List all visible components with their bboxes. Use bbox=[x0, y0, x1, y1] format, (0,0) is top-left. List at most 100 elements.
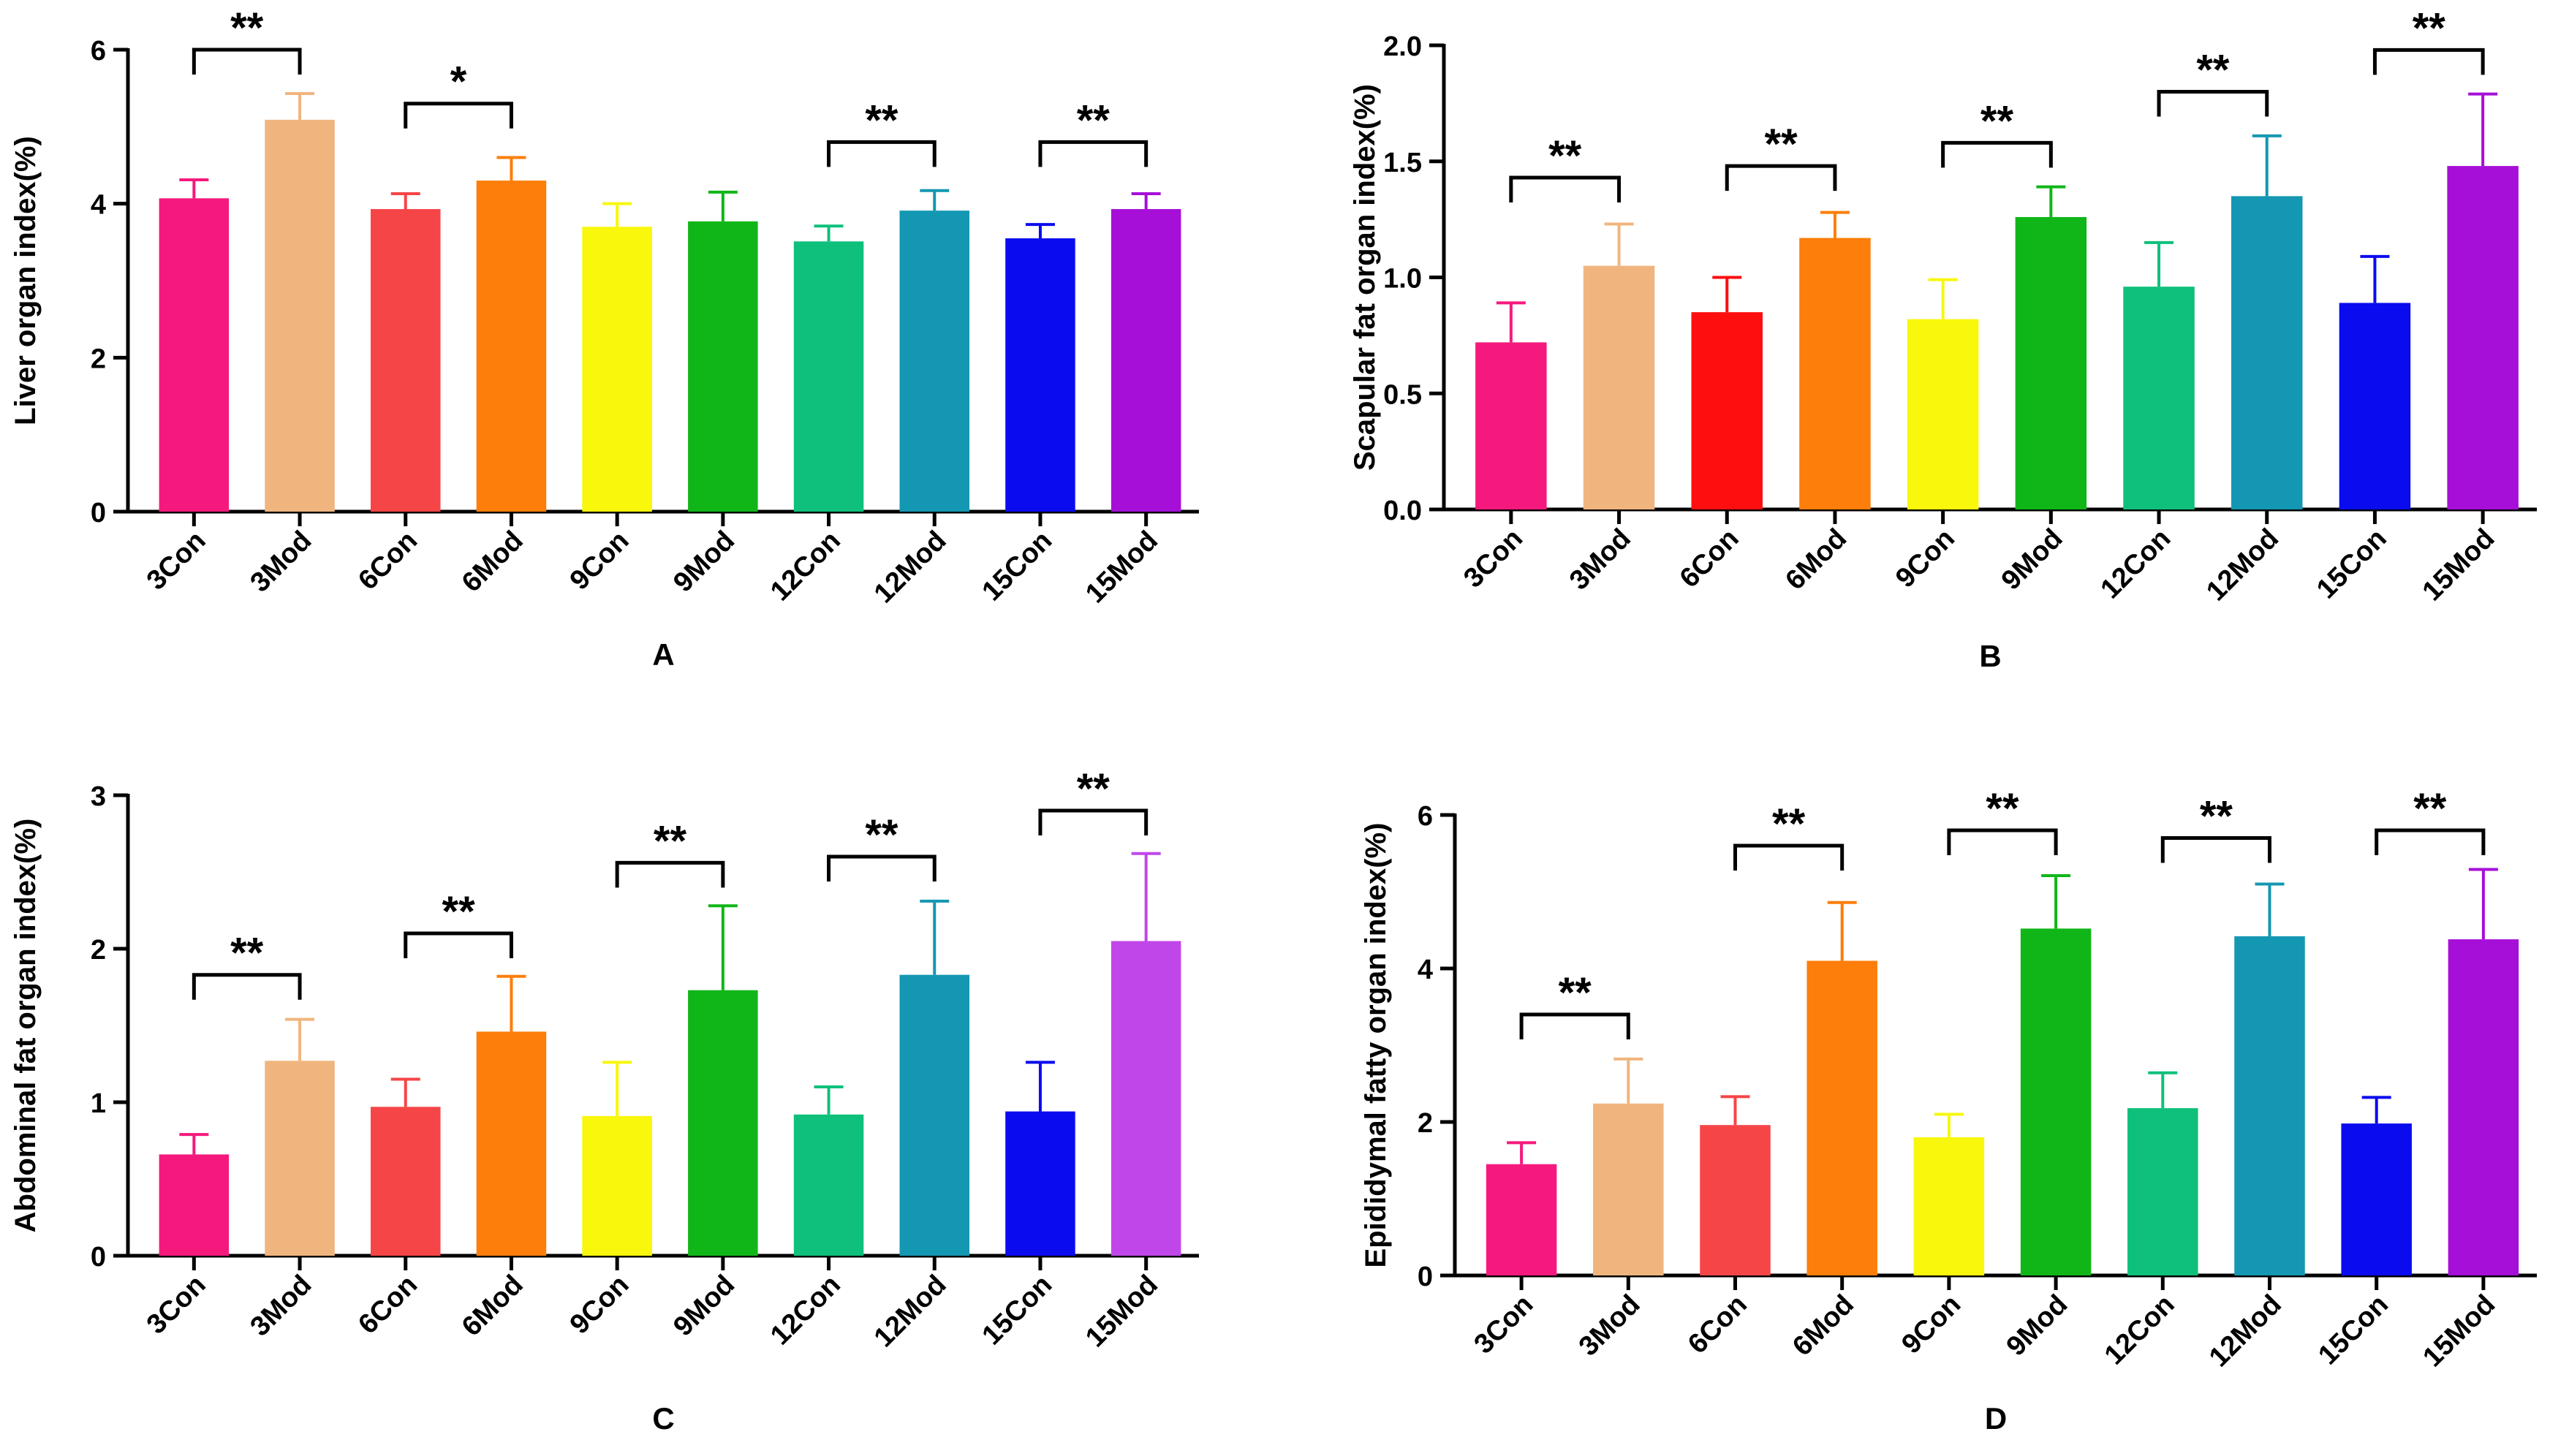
chart-a-x-tick-label: 6Con bbox=[352, 526, 423, 596]
chart-c-bar-15con[interactable] bbox=[1005, 1111, 1075, 1256]
chart-d-bar-6mod[interactable] bbox=[1806, 960, 1877, 1276]
chart-c-y-axis-title: Abdominal fat organ index(%) bbox=[10, 819, 42, 1233]
chart-c-significance-bracket bbox=[192, 973, 302, 1000]
chart-d-y-tick-label: 2 bbox=[1418, 1108, 1433, 1139]
chart-c-bar-12con[interactable] bbox=[793, 1114, 864, 1256]
chart-d-y-axis-title: Epididymal fatty organ index(%) bbox=[1360, 823, 1392, 1268]
chart-b-x-tick-label: 12Con bbox=[2095, 523, 2177, 605]
chart-b-bar-15con[interactable] bbox=[2339, 303, 2411, 509]
chart-b-bar-3con[interactable] bbox=[1475, 342, 1547, 509]
chart-d-y-tick-label: 4 bbox=[1418, 955, 1433, 985]
chart-a-x-tick-label: 3Mod bbox=[245, 526, 318, 599]
chart-b-x-tick-label: 6Mod bbox=[1779, 523, 1853, 596]
chart-a-x-tick-label: 6Mod bbox=[456, 526, 529, 599]
chart-d-significance-label: ** bbox=[2413, 785, 2447, 833]
chart-c-bar-12mod[interactable] bbox=[899, 974, 970, 1256]
chart-d-bar-3con[interactable] bbox=[1486, 1164, 1557, 1275]
chart-a-bar-12con[interactable] bbox=[793, 241, 864, 512]
chart-a-bar-3con[interactable] bbox=[159, 198, 230, 512]
chart-b-significance-label: ** bbox=[2413, 4, 2446, 52]
chart-d-significance-bracket bbox=[2160, 836, 2271, 863]
chart-d-significance-bracket bbox=[1947, 828, 2058, 855]
chart-c-y-tick-label: 0 bbox=[91, 1242, 106, 1273]
chart-d-bar-3mod[interactable] bbox=[1593, 1103, 1664, 1275]
chart-a-y-axis-title: Liver organ index(%) bbox=[10, 136, 42, 425]
chart-a-bar-9con[interactable] bbox=[582, 227, 652, 512]
chart-a-panel-label: A bbox=[652, 637, 674, 672]
chart-d-x-tick-label: 6Mod bbox=[1787, 1289, 1860, 1362]
chart-a-y-tick-label: 6 bbox=[91, 36, 106, 67]
chart-a-bar-6con[interactable] bbox=[370, 209, 441, 512]
chart-b-bar-12con[interactable] bbox=[2123, 287, 2195, 509]
chart-c-bar-3con[interactable] bbox=[159, 1154, 230, 1256]
chart-b-significance-bracket bbox=[1509, 175, 1622, 202]
chart-c-significance-bracket bbox=[404, 931, 513, 958]
chart-a-significance-bracket bbox=[827, 140, 937, 167]
chart-c-significance-label: ** bbox=[654, 817, 687, 865]
chart-a-x-tick-label: 9Mod bbox=[667, 526, 741, 599]
chart-c-x-tick-label: 9Mod bbox=[667, 1270, 741, 1343]
chart-c-bar-6mod[interactable] bbox=[476, 1031, 547, 1256]
chart-a-x-tick-label: 9Con bbox=[564, 526, 635, 596]
chart-b-bar-3mod[interactable] bbox=[1583, 265, 1655, 509]
chart-b-significance-bracket bbox=[1941, 140, 2053, 168]
chart-d-significance-label: ** bbox=[1559, 969, 1592, 1017]
chart-d-x-tick-label: 15Mod bbox=[2417, 1289, 2501, 1373]
chart-a-x-tick-label: 3Con bbox=[141, 526, 212, 596]
chart-d-bar-6con[interactable] bbox=[1700, 1125, 1771, 1275]
chart-d-x-tick-label: 12Mod bbox=[2203, 1289, 2288, 1373]
chart-a-bar-9mod[interactable] bbox=[688, 221, 758, 512]
chart-b-bar-9con[interactable] bbox=[1907, 319, 1979, 509]
chart-c-significance-label: ** bbox=[230, 930, 264, 977]
chart-b-significance-label: ** bbox=[2196, 47, 2230, 94]
chart-c-x-tick-label: 6Con bbox=[352, 1270, 423, 1341]
chart-d-bar-15mod[interactable] bbox=[2448, 939, 2519, 1275]
chart-a-bar-6mod[interactable] bbox=[476, 181, 547, 512]
chart-c-panel: 0 1 2 3 Abdominal fat organ index(%) 3Con 3Mod… bbox=[10, 765, 1199, 1436]
chart-d-bar-9con[interactable] bbox=[1913, 1137, 1985, 1275]
chart-a-bar-3mod[interactable] bbox=[265, 119, 335, 512]
chart-c-x-tick-label: 12Mod bbox=[869, 1270, 953, 1354]
chart-d-significance-label: ** bbox=[1986, 785, 2019, 833]
chart-a-significance-bracket bbox=[404, 102, 513, 129]
chart-b-bar-9mod[interactable] bbox=[2015, 216, 2087, 509]
chart-d-x-tick-label: 6Con bbox=[1682, 1289, 1753, 1360]
chart-c-y-tick-label: 1 bbox=[91, 1088, 106, 1119]
chart-d-bar-12mod[interactable] bbox=[2234, 936, 2305, 1275]
chart-d-bar-12con[interactable] bbox=[2127, 1108, 2198, 1275]
chart-b-bar-15mod[interactable] bbox=[2447, 166, 2519, 509]
chart-b-panel-label: B bbox=[1979, 639, 2001, 673]
chart-d-significance-bracket bbox=[1519, 1012, 1630, 1039]
chart-d-significance-bracket bbox=[2375, 828, 2486, 855]
chart-c-bar-3mod[interactable] bbox=[265, 1061, 335, 1256]
chart-c-x-tick-label: 3Con bbox=[141, 1270, 212, 1341]
chart-a-y-tick-label: 4 bbox=[91, 190, 106, 221]
chart-b-y-tick-label: 1.0 bbox=[1383, 264, 1422, 295]
chart-a-y-tick-label: 0 bbox=[91, 498, 106, 528]
chart-b-bar-6mod[interactable] bbox=[1799, 238, 1871, 509]
chart-b-bar-6con[interactable] bbox=[1691, 312, 1763, 509]
chart-d-bar-9mod[interactable] bbox=[2020, 928, 2092, 1275]
chart-b-y-tick-label: 2.0 bbox=[1383, 31, 1422, 62]
chart-b-bar-12mod[interactable] bbox=[2231, 196, 2303, 509]
chart-d-x-tick-label: 9Con bbox=[1896, 1289, 1967, 1360]
chart-b-x-tick-label: 15Con bbox=[2311, 523, 2393, 605]
chart-d-bar-15con[interactable] bbox=[2341, 1123, 2412, 1275]
chart-a-x-tick-label: 12Con bbox=[765, 526, 847, 607]
chart-c-bar-6con[interactable] bbox=[370, 1107, 441, 1256]
chart-a-x-tick-label: 15Con bbox=[976, 526, 1058, 607]
chart-d-panel: 0 2 4 6 Epididymal fatty organ index(%) 3Con 3… bbox=[1360, 785, 2537, 1436]
chart-b-x-tick-label: 15Mod bbox=[2417, 523, 2501, 607]
chart-d-x-tick-label: 3Con bbox=[1469, 1289, 1540, 1360]
chart-b-y-tick-label: 0.5 bbox=[1383, 379, 1422, 410]
chart-c-bar-9mod[interactable] bbox=[688, 990, 758, 1256]
chart-a-bar-12mod[interactable] bbox=[899, 211, 970, 512]
chart-d-significance-label: ** bbox=[2200, 793, 2233, 841]
chart-c-bar-9con[interactable] bbox=[582, 1115, 652, 1256]
chart-a-bar-15mod[interactable] bbox=[1111, 209, 1181, 512]
chart-c-significance-label: ** bbox=[442, 888, 476, 936]
chart-c-bar-15mod[interactable] bbox=[1111, 941, 1181, 1256]
chart-c-x-tick-label: 12Con bbox=[765, 1270, 847, 1351]
chart-a-bar-15con[interactable] bbox=[1005, 238, 1075, 512]
